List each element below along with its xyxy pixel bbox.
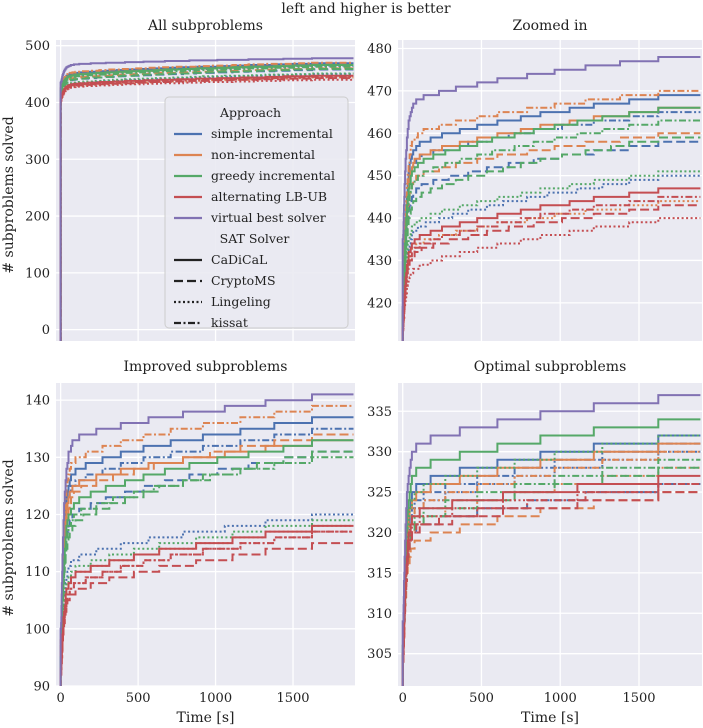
x-tick-label: 1500 [622, 691, 655, 706]
legend-label-simple-incremental: simple incremental [211, 126, 333, 141]
y-tick-label: 130 [25, 451, 50, 466]
y-tick-label: 100 [25, 266, 50, 281]
x-tick-label: 1000 [199, 691, 232, 706]
x-tick-label: 1000 [544, 691, 577, 706]
y-tick-label: 330 [367, 445, 392, 460]
y-tick-label: 310 [367, 607, 392, 622]
y-axis-label-top: # subproblems solved [1, 116, 17, 273]
subplot-zoomed-in: 420 430 440 450 460 470 480 Zoomed in [367, 18, 702, 341]
series-line-greedy-incremental-kissat [401, 119, 701, 341]
series-line-non-incremental-kissat [59, 61, 354, 341]
x-tick-label: 0 [57, 691, 65, 706]
legend-approach-title: Approach [219, 105, 281, 120]
plot-background [398, 40, 702, 341]
series-line-alternating-lb-ub-kissat [59, 530, 354, 686]
y-tick-label: 420 [367, 296, 392, 311]
legend: Approach simple incremental non-incrementa… [164, 96, 349, 330]
subplot-improved-subproblems: 90 100 110 120 130 140 0 500 1000 1500 Improved su… [25, 359, 355, 726]
series-line-non-incremental-cryptoms [401, 132, 701, 341]
series-line-greedy-incremental-cryptoms [59, 68, 354, 341]
series-line-alternating-lb-ub-lingeling [59, 78, 354, 341]
legend-label-virtual-best-solver: virtual best solver [210, 210, 326, 225]
series-line-alternating-lb-ub-cryptoms [59, 542, 354, 686]
y-tick-label: 400 [25, 96, 50, 111]
x-tick-label: 1500 [276, 691, 309, 706]
series-line-virtual-best-solver-cadical [59, 57, 354, 341]
series-line-greedy-incremental-cryptoms [401, 136, 701, 341]
series-group [59, 393, 354, 686]
series-line-alternating-lb-ub-lingeling [401, 217, 701, 341]
series-line-virtual-best-solver-cadical [401, 56, 701, 341]
series-line-simple-incremental-lingeling [59, 513, 354, 686]
y-tick-label: 335 [367, 405, 392, 420]
x-axis-label: Time [s] [177, 710, 235, 726]
series-line-virtual-best-solver-cadical [401, 394, 701, 686]
x-tick-label: 500 [126, 691, 151, 706]
legend-solver-title: SAT Solver [220, 231, 290, 246]
y-tick-label: 325 [367, 486, 392, 501]
subplot-title: Zoomed in [512, 18, 587, 34]
y-tick-label: 90 [33, 680, 50, 695]
legend-label-cryptoms: CryptoMS [211, 273, 276, 288]
y-tick-label: 140 [25, 394, 50, 409]
y-tick-label: 460 [367, 127, 392, 142]
y-tick-label: 320 [367, 526, 392, 541]
subplot-panels: 0 100 200 300 400 500 All subproblems 420 430 440… [25, 18, 702, 726]
series-line-non-incremental-kissat [401, 89, 701, 341]
series-line-virtual-best-solver-cadical [59, 393, 354, 686]
subplot-title: Optimal subproblems [474, 359, 627, 375]
y-tick-label: 110 [25, 565, 50, 580]
x-tick-label: 500 [469, 691, 494, 706]
series-group [401, 394, 701, 686]
y-tick-label: 430 [367, 254, 392, 269]
series-line-alternating-lb-ub-lingeling [401, 483, 701, 686]
legend-label-cadical: CaDiCaL [211, 252, 267, 267]
plot-background [398, 383, 702, 686]
y-tick-label: 100 [25, 622, 50, 637]
legend-label-lingeling: Lingeling [211, 294, 271, 309]
series-line-alternating-lb-ub-kissat [401, 483, 701, 686]
x-tick-label: 0 [399, 691, 407, 706]
y-tick-label: 450 [367, 169, 392, 184]
y-tick-label: 480 [367, 42, 392, 57]
y-tick-label: 440 [367, 212, 392, 227]
series-group [401, 56, 701, 341]
series-line-greedy-incremental-kissat [59, 456, 354, 686]
x-axis-label: Time [s] [521, 710, 579, 726]
series-line-greedy-incremental-cryptoms [59, 450, 354, 686]
y-tick-label: 120 [25, 508, 50, 523]
legend-frame [164, 96, 349, 329]
y-tick-label: 315 [367, 566, 392, 581]
y-tick-label: 500 [25, 39, 50, 54]
series-line-non-incremental-cryptoms [401, 491, 701, 686]
subplot-title: Improved subproblems [124, 359, 288, 375]
legend-label-kissat: kissat [211, 315, 248, 330]
y-tick-label: 300 [25, 153, 50, 168]
series-line-alternating-lb-ub-kissat [401, 195, 701, 341]
legend-label-alternating-lb-ub: alternating LB-UB [211, 189, 327, 204]
legend-label-greedy-incremental: greedy incremental [211, 168, 335, 183]
y-tick-label: 470 [367, 84, 392, 99]
figure-suptitle: left and higher is better [281, 1, 451, 17]
y-tick-label: 305 [367, 647, 392, 662]
subplot-optimal-subproblems: 305 310 315 320 325 330 335 0 500 1000 1500 Optimal… [367, 359, 702, 726]
subplot-title: All subproblems [147, 18, 263, 34]
series-group [59, 57, 354, 341]
y-axis-label-bottom: # subproblems solved [1, 459, 17, 616]
y-tick-label: 200 [25, 210, 50, 225]
legend-label-non-incremental: non-incremental [211, 147, 315, 162]
series-line-alternating-lb-ub-kissat [59, 75, 354, 341]
y-tick-label: 0 [42, 323, 50, 338]
series-line-simple-incremental-kissat [59, 427, 354, 686]
